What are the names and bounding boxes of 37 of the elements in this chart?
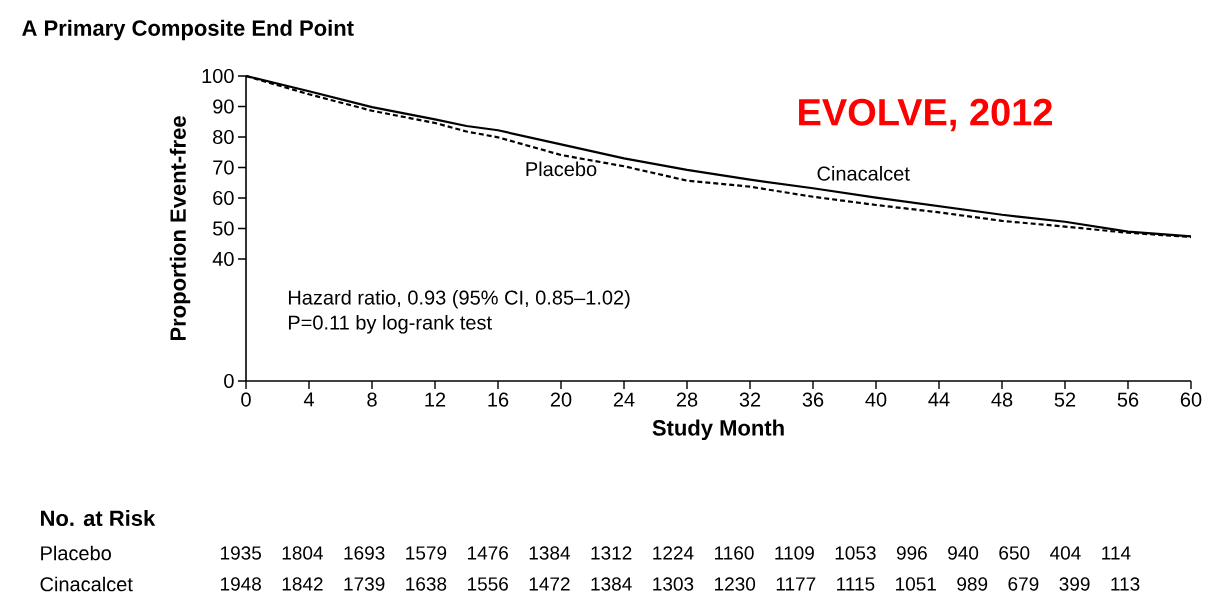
chart-title: A Primary Composite End Point [22,19,354,41]
text: No. at Risk [41,509,156,527]
series-label: Cinacalcet [817,166,910,181]
x-tick-label: 48 [991,392,1013,407]
annotation: EVOLVE, 2012 [799,98,1052,132]
x-tick-label: 44 [928,392,950,407]
text: 1948 1842 1739 1638 1556 1472 1384 1303 1230 1177 1115 1051 989 679 399 113 [220,577,1140,591]
x-tick-label: 4 [303,392,314,407]
y-tick-label: 70 [213,160,234,175]
y-axis-title: Proportion Event-free [169,116,191,341]
x-tick-label: 12 [425,392,446,407]
y-tick-label: 60 [213,190,234,206]
x-tick-label: 52 [1054,392,1076,407]
x-tick-label: 40 [865,392,887,407]
y-tick-label: 80 [213,129,234,145]
x-tick-label: 28 [676,392,698,407]
x-tick-label: 56 [1117,392,1139,407]
y-tick-label: 0 [224,373,234,389]
x-tick-label: 24 [613,392,635,407]
y-tick-label: 90 [213,99,234,114]
x-tick-label: 60 [1180,392,1202,407]
text: Cinacalcet [40,576,133,592]
x-tick-label: 20 [550,392,572,407]
text: 1935 1804 1693 1579 1476 1384 1312 1224 1160 1109 1053 996 940 650 404 114 [220,546,1131,560]
x-tick-label: 0 [241,392,251,407]
series-label: Placebo [526,161,597,177]
x-axis-title: Study Month [652,419,784,441]
y-tick-label: 50 [213,221,234,236]
annotation: Hazard ratio, 0.93 (95% CI, 0.85–1.02) [288,289,630,309]
x-tick-label: 36 [802,392,824,407]
x-tick-label: 32 [739,392,761,407]
annotation: P=0.11 by log-rank test [288,314,492,334]
y-tick-label: 100 [202,68,234,84]
x-tick-label: 16 [488,392,509,407]
y-tick-label: 40 [212,251,234,267]
text: Placebo [41,545,111,561]
x-tick-label: 8 [367,392,377,407]
